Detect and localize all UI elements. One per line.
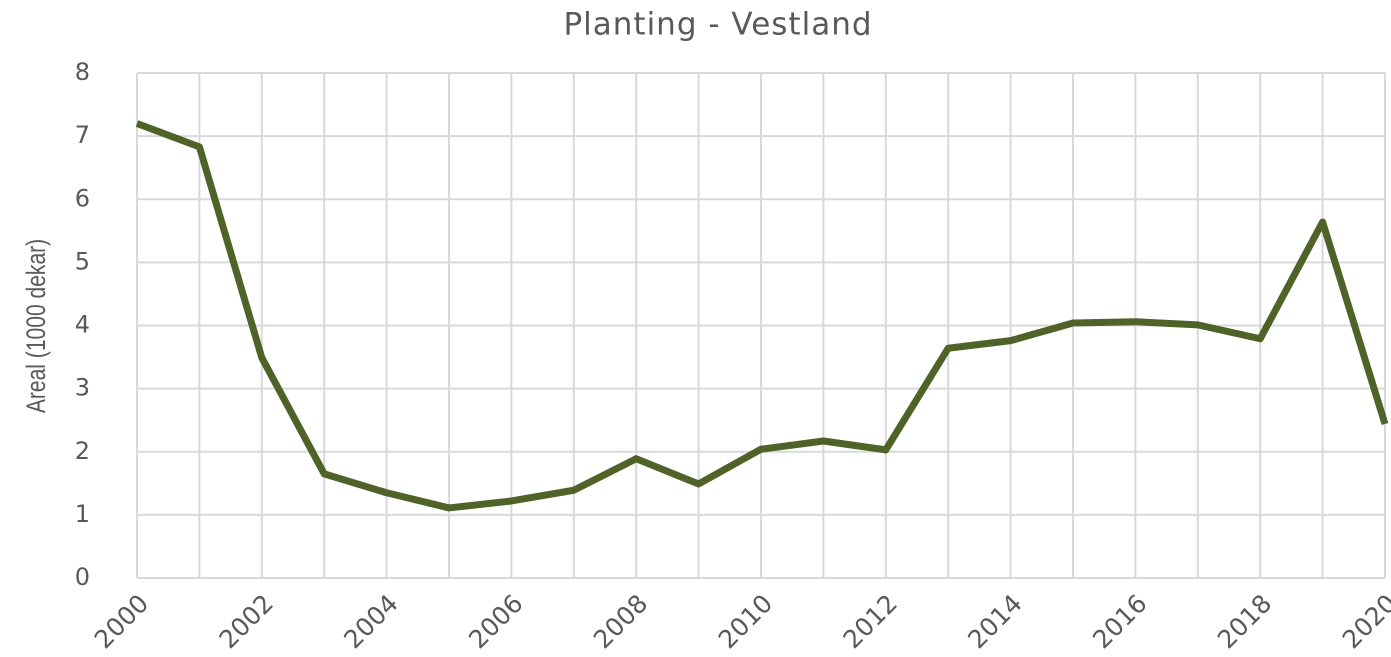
y-tick-label: 0	[75, 563, 90, 591]
y-tick-label: 6	[75, 184, 90, 212]
x-tick-label: 2000	[89, 589, 154, 653]
y-tick-label: 3	[75, 374, 90, 402]
x-tick-label: 2012	[837, 589, 902, 653]
y-tick-label: 2	[75, 437, 90, 465]
y-axis-label: Areal (1000 dekar)	[22, 239, 52, 413]
y-tick-label: 8	[75, 58, 90, 86]
x-tick-label: 2002	[213, 589, 278, 653]
x-tick-label: 2020	[1337, 589, 1391, 653]
x-tick-label: 2010	[713, 589, 778, 653]
chart-title: Planting - Vestland	[563, 7, 872, 43]
x-tick-label: 2018	[1212, 589, 1277, 653]
x-tick-label: 2004	[338, 589, 403, 653]
x-tick-label: 2008	[588, 589, 653, 653]
x-tick-label: 2016	[1087, 589, 1152, 653]
x-tick-label: 2006	[463, 589, 528, 653]
y-tick-label: 4	[75, 311, 90, 339]
x-tick-label: 2014	[962, 589, 1027, 653]
y-tick-label: 5	[75, 247, 90, 275]
data-line	[135, 120, 1389, 512]
y-tick-label: 7	[75, 121, 90, 149]
y-tick-label: 1	[75, 500, 90, 528]
